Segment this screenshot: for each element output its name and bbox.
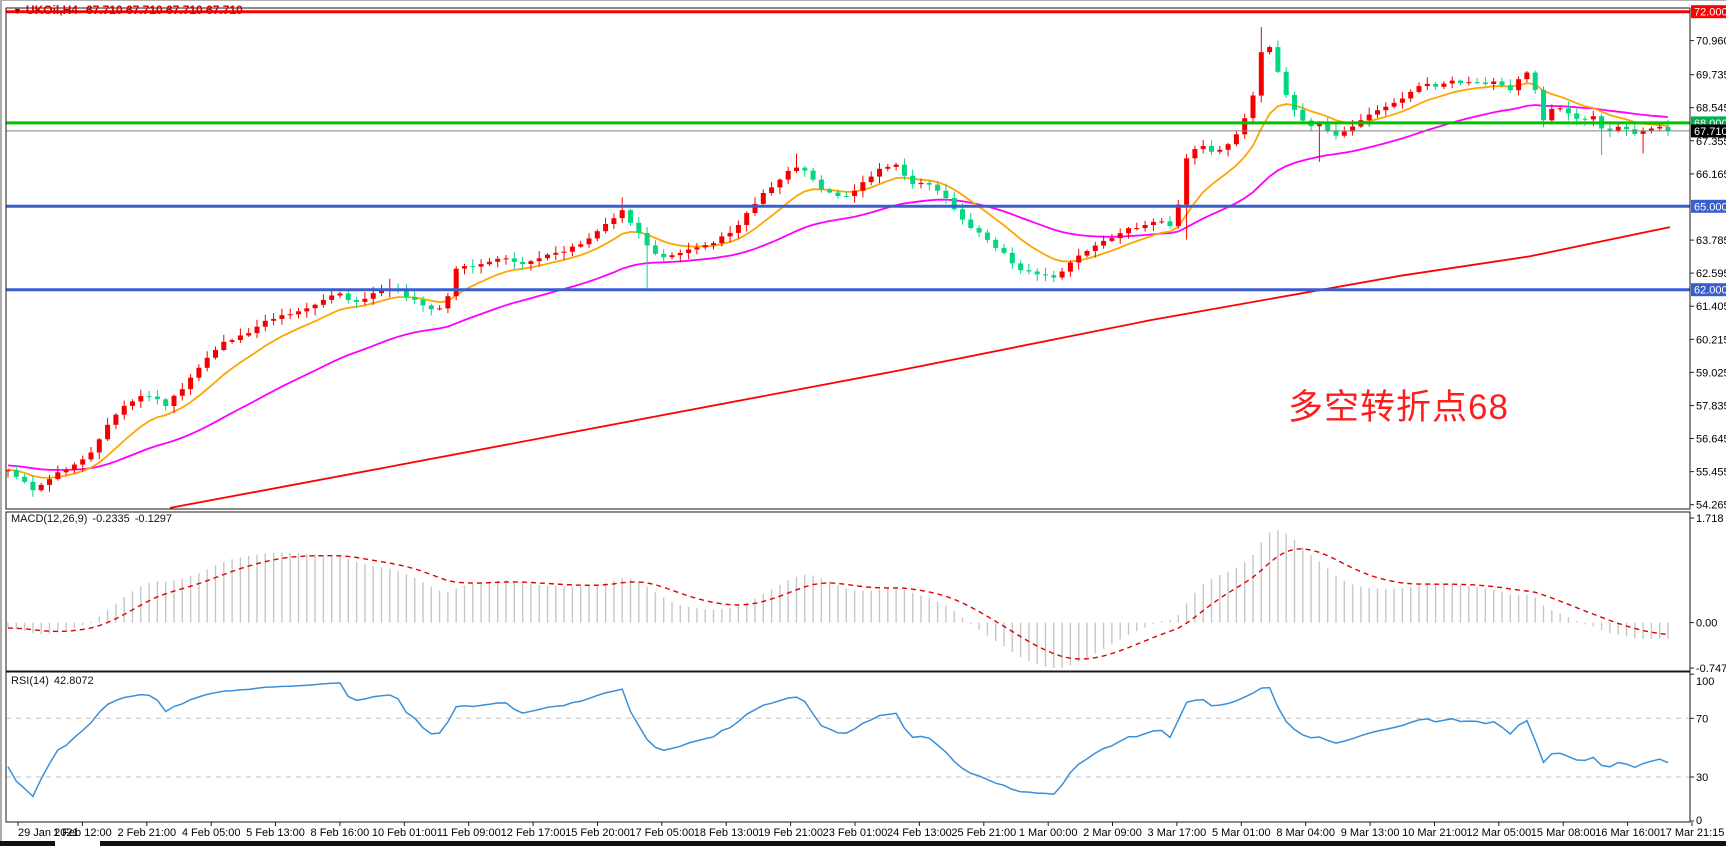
macd-axis-label: -0.7475 <box>1696 663 1726 675</box>
price-axis-label: 61.405 <box>1696 301 1726 313</box>
rsi-axis-label: 0 <box>1696 815 1702 827</box>
macd-signal-value: -0.1297 <box>134 513 173 525</box>
price-axis-label: 66.165 <box>1696 169 1726 181</box>
price-axis-box-label: 62.000 <box>1694 285 1726 297</box>
time-axis-label: 3 Mar 17:00 <box>1148 827 1207 839</box>
price-axis-box-label: 68.000 <box>1694 118 1726 130</box>
panel-border <box>5 7 1691 510</box>
time-axis-label: 8 Mar 04:00 <box>1276 827 1335 839</box>
quote-ohlc-label: 67.710 67.710 67.710 67.710 <box>85 3 243 17</box>
medium-ma-line <box>7 104 1669 471</box>
chart-title: ▼ UKOil,H4 67.710 67.710 67.710 67.710 <box>13 3 243 17</box>
rsi-panel <box>6 682 1690 798</box>
time-axis-label: 10 Mar 21:00 <box>1402 827 1467 839</box>
chart-text-annotation[interactable]: 多空转折点68 <box>1288 388 1509 427</box>
rsi-line <box>7 682 1669 798</box>
price-axis[interactable]: 70.960 69.735 68.545 67.355 66.165 63.785 62.5… <box>1690 5 1726 827</box>
rsi-axis-label: 100 <box>1696 676 1714 688</box>
main-chart-panel <box>6 10 1690 509</box>
time-axis-label: 24 Feb 13:00 <box>887 827 952 839</box>
price-axis-box-label: 65.000 <box>1694 201 1726 213</box>
time-axis-label: 12 Mar 05:00 <box>1466 827 1531 839</box>
macd-panel <box>7 530 1669 668</box>
time-axis-label: 17 Feb 05:00 <box>629 827 694 839</box>
price-axis-box-label: 72.000 <box>1694 7 1726 19</box>
price-axis-label: 62.595 <box>1696 268 1726 280</box>
price-axis-box <box>1691 5 1726 19</box>
time-axis-label: 5 Mar 01:00 <box>1212 827 1271 839</box>
price-axis-box <box>1691 283 1726 297</box>
macd-axis-label: 0.00 <box>1696 618 1717 630</box>
price-axis-label: 67.355 <box>1696 136 1726 148</box>
price-axis-label: 60.215 <box>1696 334 1726 346</box>
rsi-indicator-label: RSI(14) 42.8072 <box>11 675 99 687</box>
time-axis-label: 11 Feb 09:00 <box>437 827 501 839</box>
time-axis-label: 5 Feb 13:00 <box>246 827 305 839</box>
time-axis-label: 4 Feb 05:00 <box>182 827 241 839</box>
price-axis-label: 68.545 <box>1696 103 1726 115</box>
time-axis-label: 25 Feb 21:00 <box>951 827 1016 839</box>
time-axis-label: 2 Mar 09:00 <box>1083 827 1142 839</box>
time-axis-label: 15 Feb 20:00 <box>565 827 630 839</box>
price-axis-label: 63.785 <box>1696 235 1726 247</box>
price-axis-label: 69.735 <box>1696 70 1726 82</box>
rsi-axis-label: 70 <box>1696 713 1708 725</box>
price-axis-box-label: 67.710 <box>1694 126 1726 138</box>
rsi-axis-label: 30 <box>1696 772 1708 784</box>
time-axis-label: 16 Mar 16:00 <box>1595 827 1660 839</box>
macd-name: MACD(12,26,9) <box>11 513 88 525</box>
price-axis-label: 56.645 <box>1696 434 1726 446</box>
price-axis-label: 59.025 <box>1696 367 1726 379</box>
time-axis-label: 1 Feb 12:00 <box>53 827 112 839</box>
rsi-value: 42.8072 <box>53 675 94 687</box>
macd-axis-label: 1.718 <box>1696 513 1724 525</box>
macd-histogram <box>7 530 1669 668</box>
symbol-dropdown-icon[interactable]: ▼ <box>13 6 22 16</box>
price-axis-label: 54.265 <box>1696 500 1726 512</box>
time-axis-label: 17 Mar 21:15 <box>1660 827 1725 839</box>
price-axis-label: 70.960 <box>1696 36 1726 48</box>
time-axis-label: 23 Feb 01:00 <box>823 827 888 839</box>
panel-border <box>5 671 1691 823</box>
time-axis-label: 8 Feb 16:00 <box>311 827 370 839</box>
time-axis-label: 29 Jan 2021 <box>18 827 79 839</box>
price-axis-box <box>1691 124 1726 138</box>
time-axis-label: 10 Feb 01:00 <box>372 827 437 839</box>
symbol-period-label: UKOil,H4 <box>25 3 78 17</box>
time-axis-label: 15 Mar 08:00 <box>1531 827 1596 839</box>
time-axis-label: 12 Feb 17:00 <box>501 827 566 839</box>
horizontal-scrollbar[interactable] <box>0 841 1726 846</box>
time-axis-label: 19 Feb 21:00 <box>758 827 823 839</box>
macd-indicator-label: MACD(12,26,9) -0.2335 -0.1297 <box>11 513 177 525</box>
time-axis-label: 1 Mar 00:00 <box>1019 827 1078 839</box>
price-axis-label: 55.455 <box>1696 467 1726 479</box>
time-axis-label: 9 Mar 13:00 <box>1341 827 1400 839</box>
slow-ma-line <box>169 226 1671 509</box>
time-axis-label: 2 Feb 21:00 <box>117 827 176 839</box>
time-axis-label: 18 Feb 13:00 <box>694 827 759 839</box>
price-axis-box <box>1691 199 1726 213</box>
macd-main-value: -0.2335 <box>92 513 130 525</box>
candles-layer <box>6 27 1671 497</box>
price-axis-label: 57.835 <box>1696 401 1726 413</box>
panel-border <box>5 511 1691 672</box>
rsi-name: RSI(14) <box>11 675 49 687</box>
macd-signal-line <box>7 548 1669 660</box>
